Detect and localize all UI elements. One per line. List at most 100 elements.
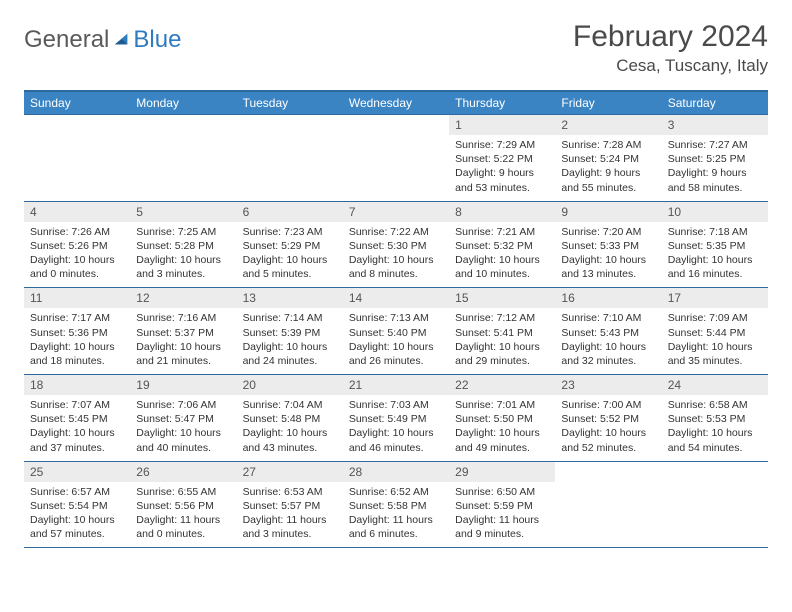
calendar-cell: 15Sunrise: 7:12 AMSunset: 5:41 PMDayligh…: [449, 288, 555, 374]
day-details: Sunrise: 6:58 AMSunset: 5:53 PMDaylight:…: [662, 395, 768, 461]
day-number: 24: [662, 375, 768, 395]
calendar-cell: 29Sunrise: 6:50 AMSunset: 5:59 PMDayligh…: [449, 462, 555, 548]
calendar-body: 1Sunrise: 7:29 AMSunset: 5:22 PMDaylight…: [24, 114, 768, 548]
day-number: 4: [24, 202, 130, 222]
day-details: Sunrise: 7:18 AMSunset: 5:35 PMDaylight:…: [662, 222, 768, 288]
calendar-cell-empty: [237, 115, 343, 201]
month-title: February 2024: [573, 20, 768, 54]
calendar-cell: 2Sunrise: 7:28 AMSunset: 5:24 PMDaylight…: [555, 115, 661, 201]
calendar-cell: 7Sunrise: 7:22 AMSunset: 5:30 PMDaylight…: [343, 202, 449, 288]
day-details: Sunrise: 6:55 AMSunset: 5:56 PMDaylight:…: [130, 482, 236, 548]
day-number: 18: [24, 375, 130, 395]
calendar-cell: 19Sunrise: 7:06 AMSunset: 5:47 PMDayligh…: [130, 375, 236, 461]
calendar-cell: 4Sunrise: 7:26 AMSunset: 5:26 PMDaylight…: [24, 202, 130, 288]
day-number: 28: [343, 462, 449, 482]
day-details: Sunrise: 7:23 AMSunset: 5:29 PMDaylight:…: [237, 222, 343, 288]
calendar-cell: 5Sunrise: 7:25 AMSunset: 5:28 PMDaylight…: [130, 202, 236, 288]
day-number: 2: [555, 115, 661, 135]
day-number: 5: [130, 202, 236, 222]
location: Cesa, Tuscany, Italy: [573, 56, 768, 76]
header: General Blue February 2024 Cesa, Tuscany…: [24, 20, 768, 76]
logo-text-blue: Blue: [133, 29, 181, 51]
weekday-label: Friday: [555, 92, 661, 114]
calendar-cell: 26Sunrise: 6:55 AMSunset: 5:56 PMDayligh…: [130, 462, 236, 548]
day-details: Sunrise: 7:07 AMSunset: 5:45 PMDaylight:…: [24, 395, 130, 461]
calendar-cell-empty: [555, 462, 661, 548]
calendar-cell: 11Sunrise: 7:17 AMSunset: 5:36 PMDayligh…: [24, 288, 130, 374]
day-number: 12: [130, 288, 236, 308]
calendar-cell-empty: [130, 115, 236, 201]
day-details: Sunrise: 7:17 AMSunset: 5:36 PMDaylight:…: [24, 308, 130, 374]
calendar-cell: 14Sunrise: 7:13 AMSunset: 5:40 PMDayligh…: [343, 288, 449, 374]
calendar-cell: 9Sunrise: 7:20 AMSunset: 5:33 PMDaylight…: [555, 202, 661, 288]
logo: General Blue: [24, 26, 181, 54]
day-number: 10: [662, 202, 768, 222]
day-number: 8: [449, 202, 555, 222]
day-number: 13: [237, 288, 343, 308]
calendar-cell: 12Sunrise: 7:16 AMSunset: 5:37 PMDayligh…: [130, 288, 236, 374]
calendar-week: 11Sunrise: 7:17 AMSunset: 5:36 PMDayligh…: [24, 287, 768, 374]
day-number: 3: [662, 115, 768, 135]
weekday-label: Saturday: [662, 92, 768, 114]
day-details: Sunrise: 7:20 AMSunset: 5:33 PMDaylight:…: [555, 222, 661, 288]
day-details: Sunrise: 7:06 AMSunset: 5:47 PMDaylight:…: [130, 395, 236, 461]
calendar-cell: 13Sunrise: 7:14 AMSunset: 5:39 PMDayligh…: [237, 288, 343, 374]
calendar-cell-empty: [24, 115, 130, 201]
day-number: 14: [343, 288, 449, 308]
calendar-week: 25Sunrise: 6:57 AMSunset: 5:54 PMDayligh…: [24, 461, 768, 549]
day-details: Sunrise: 7:01 AMSunset: 5:50 PMDaylight:…: [449, 395, 555, 461]
calendar-cell: 20Sunrise: 7:04 AMSunset: 5:48 PMDayligh…: [237, 375, 343, 461]
day-number: 6: [237, 202, 343, 222]
day-number: 22: [449, 375, 555, 395]
day-details: Sunrise: 7:04 AMSunset: 5:48 PMDaylight:…: [237, 395, 343, 461]
day-details: Sunrise: 7:10 AMSunset: 5:43 PMDaylight:…: [555, 308, 661, 374]
day-number: 17: [662, 288, 768, 308]
calendar-week: 4Sunrise: 7:26 AMSunset: 5:26 PMDaylight…: [24, 201, 768, 288]
calendar-cell: 10Sunrise: 7:18 AMSunset: 5:35 PMDayligh…: [662, 202, 768, 288]
day-details: Sunrise: 7:22 AMSunset: 5:30 PMDaylight:…: [343, 222, 449, 288]
day-number: 20: [237, 375, 343, 395]
calendar-week: 18Sunrise: 7:07 AMSunset: 5:45 PMDayligh…: [24, 374, 768, 461]
calendar-cell: 17Sunrise: 7:09 AMSunset: 5:44 PMDayligh…: [662, 288, 768, 374]
logo-text-general: General: [24, 26, 109, 54]
day-details: Sunrise: 7:03 AMSunset: 5:49 PMDaylight:…: [343, 395, 449, 461]
day-details: Sunrise: 7:26 AMSunset: 5:26 PMDaylight:…: [24, 222, 130, 288]
day-details: Sunrise: 7:09 AMSunset: 5:44 PMDaylight:…: [662, 308, 768, 374]
calendar-cell: 6Sunrise: 7:23 AMSunset: 5:29 PMDaylight…: [237, 202, 343, 288]
day-number: 25: [24, 462, 130, 482]
day-number: 7: [343, 202, 449, 222]
day-details: Sunrise: 6:57 AMSunset: 5:54 PMDaylight:…: [24, 482, 130, 548]
calendar-cell: 22Sunrise: 7:01 AMSunset: 5:50 PMDayligh…: [449, 375, 555, 461]
calendar-cell: 16Sunrise: 7:10 AMSunset: 5:43 PMDayligh…: [555, 288, 661, 374]
day-details: Sunrise: 6:53 AMSunset: 5:57 PMDaylight:…: [237, 482, 343, 548]
calendar-cell: 25Sunrise: 6:57 AMSunset: 5:54 PMDayligh…: [24, 462, 130, 548]
weekday-label: Sunday: [24, 92, 130, 114]
day-number: 19: [130, 375, 236, 395]
weekday-header: SundayMondayTuesdayWednesdayThursdayFrid…: [24, 90, 768, 114]
calendar-cell: 21Sunrise: 7:03 AMSunset: 5:49 PMDayligh…: [343, 375, 449, 461]
day-details: Sunrise: 7:12 AMSunset: 5:41 PMDaylight:…: [449, 308, 555, 374]
day-number: 21: [343, 375, 449, 395]
day-number: 26: [130, 462, 236, 482]
calendar-cell: 28Sunrise: 6:52 AMSunset: 5:58 PMDayligh…: [343, 462, 449, 548]
day-details: Sunrise: 7:13 AMSunset: 5:40 PMDaylight:…: [343, 308, 449, 374]
day-number: 15: [449, 288, 555, 308]
page: General Blue February 2024 Cesa, Tuscany…: [0, 0, 792, 568]
weekday-label: Monday: [130, 92, 236, 114]
calendar-cell: 3Sunrise: 7:27 AMSunset: 5:25 PMDaylight…: [662, 115, 768, 201]
calendar-week: 1Sunrise: 7:29 AMSunset: 5:22 PMDaylight…: [24, 114, 768, 201]
day-details: Sunrise: 7:14 AMSunset: 5:39 PMDaylight:…: [237, 308, 343, 374]
day-details: Sunrise: 7:16 AMSunset: 5:37 PMDaylight:…: [130, 308, 236, 374]
day-details: Sunrise: 7:21 AMSunset: 5:32 PMDaylight:…: [449, 222, 555, 288]
weekday-label: Tuesday: [237, 92, 343, 114]
day-number: 27: [237, 462, 343, 482]
day-number: 23: [555, 375, 661, 395]
day-number: 29: [449, 462, 555, 482]
day-details: Sunrise: 6:50 AMSunset: 5:59 PMDaylight:…: [449, 482, 555, 548]
calendar-cell: 27Sunrise: 6:53 AMSunset: 5:57 PMDayligh…: [237, 462, 343, 548]
calendar-cell: 18Sunrise: 7:07 AMSunset: 5:45 PMDayligh…: [24, 375, 130, 461]
calendar-cell: 1Sunrise: 7:29 AMSunset: 5:22 PMDaylight…: [449, 115, 555, 201]
day-details: Sunrise: 7:29 AMSunset: 5:22 PMDaylight:…: [449, 135, 555, 201]
title-block: February 2024 Cesa, Tuscany, Italy: [573, 20, 768, 76]
day-details: Sunrise: 7:28 AMSunset: 5:24 PMDaylight:…: [555, 135, 661, 201]
